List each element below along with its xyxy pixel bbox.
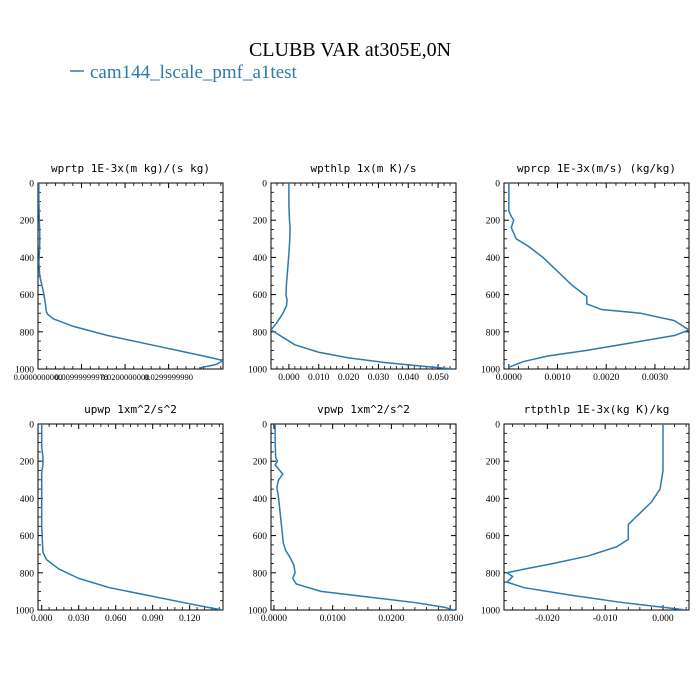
y-tick-label: 200 [20, 217, 35, 227]
y-tick-label: 800 [486, 328, 501, 338]
y-tick-label: 600 [486, 532, 501, 542]
y-tick-label: 800 [253, 569, 268, 579]
plot-frame [270, 423, 457, 611]
x-tick-label: 0.020 [338, 373, 360, 383]
x-tick-label: 0.0300 [437, 614, 463, 624]
series-line [271, 183, 454, 369]
y-tick-label: 200 [486, 458, 501, 468]
y-tick-label: 800 [486, 569, 501, 579]
plot-frame [503, 423, 690, 611]
y-tick-label: 0 [29, 180, 34, 190]
x-tick-label: 0.090 [142, 614, 164, 624]
subplot-title: upwp 1xm^2/s^2 [84, 403, 177, 416]
x-tick-label: 0.0000 [496, 373, 522, 383]
figure-title: CLUBB VAR at305E,0N [249, 39, 451, 61]
x-tick-label: 0.030 [68, 614, 90, 624]
series-line [40, 424, 223, 610]
y-tick-label: 600 [20, 532, 35, 542]
x-tick-label: 0.00999999978 [55, 372, 108, 382]
plot-frame [37, 423, 224, 611]
x-tick-label: 0.010 [308, 373, 330, 383]
subplot-grid: wprtp 1E-3x(m kg)/(s kg) 0 200 400 600 800 100… [14, 162, 690, 624]
plot-frame [270, 182, 457, 370]
series-line [508, 183, 689, 368]
x-tick-label: 0.120 [179, 614, 201, 624]
y-tick-label: 200 [253, 458, 268, 468]
series-line [506, 424, 687, 610]
y-tick-label: 1000 [481, 607, 500, 617]
subplot-1: wprtp 1E-3x(m kg)/(s kg) 0 200 400 600 800 100… [14, 162, 224, 382]
y-tick-label: 200 [253, 217, 268, 227]
y-tick-label: 400 [20, 254, 35, 264]
y-tick-label: 1000 [15, 366, 34, 376]
y-tick-label: 200 [20, 458, 35, 468]
y-tick-label: 1000 [15, 607, 34, 617]
subplot-title: wprcp 1E-3x(m/s) (kg/kg) [517, 162, 676, 175]
y-tick-label: 0 [495, 180, 500, 190]
x-tick-label: -0.020 [535, 614, 560, 624]
y-tick-label: 400 [253, 254, 268, 264]
x-tick-label: 0.0000000000 [14, 372, 63, 382]
subplot-title: vpwp 1xm^2/s^2 [317, 403, 410, 416]
subplot-2: wpthlp 1x(m K)/s 0 200 400 600 800 1000 0.000 0.… [248, 162, 457, 383]
y-tick-label: 0 [495, 421, 500, 431]
plot-frame [503, 182, 690, 370]
y-tick-label: 200 [486, 217, 501, 227]
x-tick-label: 0.0299999990 [144, 372, 193, 382]
series-line [274, 424, 454, 610]
y-tick-label: 1000 [248, 607, 267, 617]
x-tick-label: 0.0000 [261, 614, 287, 624]
x-tick-label: 0.0020 [593, 373, 619, 383]
x-tick-label: 0.0030 [642, 373, 668, 383]
legend-entry: cam144_lscale_pmf_a1test [90, 62, 298, 83]
y-tick-label: 1000 [481, 366, 500, 376]
y-tick-label: 400 [253, 495, 268, 505]
x-tick-label: 0.030 [368, 373, 390, 383]
y-tick-label: 0 [262, 180, 267, 190]
y-tick-label: 600 [20, 291, 35, 301]
series-line [38, 183, 223, 369]
y-tick-label: 600 [253, 532, 268, 542]
y-tick-label: 800 [253, 328, 268, 338]
subplot-title: rtpthlp 1E-3x(kg K)/kg [524, 403, 670, 416]
x-tick-label: 0.060 [105, 614, 127, 624]
y-tick-label: 1000 [248, 366, 267, 376]
x-tick-label: 0.000 [652, 614, 674, 624]
x-tick-label: 0.0200 [378, 614, 404, 624]
x-tick-label: -0.010 [593, 614, 618, 624]
y-tick-label: 600 [486, 291, 501, 301]
y-tick-label: 400 [486, 254, 501, 264]
x-tick-label: 0.000 [31, 614, 53, 624]
y-tick-label: 400 [20, 495, 35, 505]
figure-legend: cam144_lscale_pmf_a1test [70, 62, 298, 83]
subplot-6: rtpthlp 1E-3x(kg K)/kg 0 200 400 600 800 1000 -… [481, 403, 690, 624]
x-tick-label: 0.040 [398, 373, 420, 383]
x-tick-label: 0.000 [278, 373, 300, 383]
y-tick-label: 0 [262, 421, 267, 431]
subplot-title: wpthlp 1x(m K)/s [311, 162, 417, 175]
x-tick-label: 0.0100 [320, 614, 346, 624]
y-tick-label: 0 [29, 421, 34, 431]
subplot-3: wprcp 1E-3x(m/s) (kg/kg) 0 200 400 600 800 100… [481, 162, 690, 383]
subplot-title: wprtp 1E-3x(m kg)/(s kg) [51, 162, 210, 175]
y-tick-label: 400 [486, 495, 501, 505]
y-tick-label: 800 [20, 328, 35, 338]
y-tick-label: 600 [253, 291, 268, 301]
x-tick-label: 0.0010 [544, 373, 570, 383]
x-tick-label: 0.050 [427, 373, 449, 383]
x-tick-label: 0.0200000000 [101, 372, 150, 382]
y-tick-label: 800 [20, 569, 35, 579]
